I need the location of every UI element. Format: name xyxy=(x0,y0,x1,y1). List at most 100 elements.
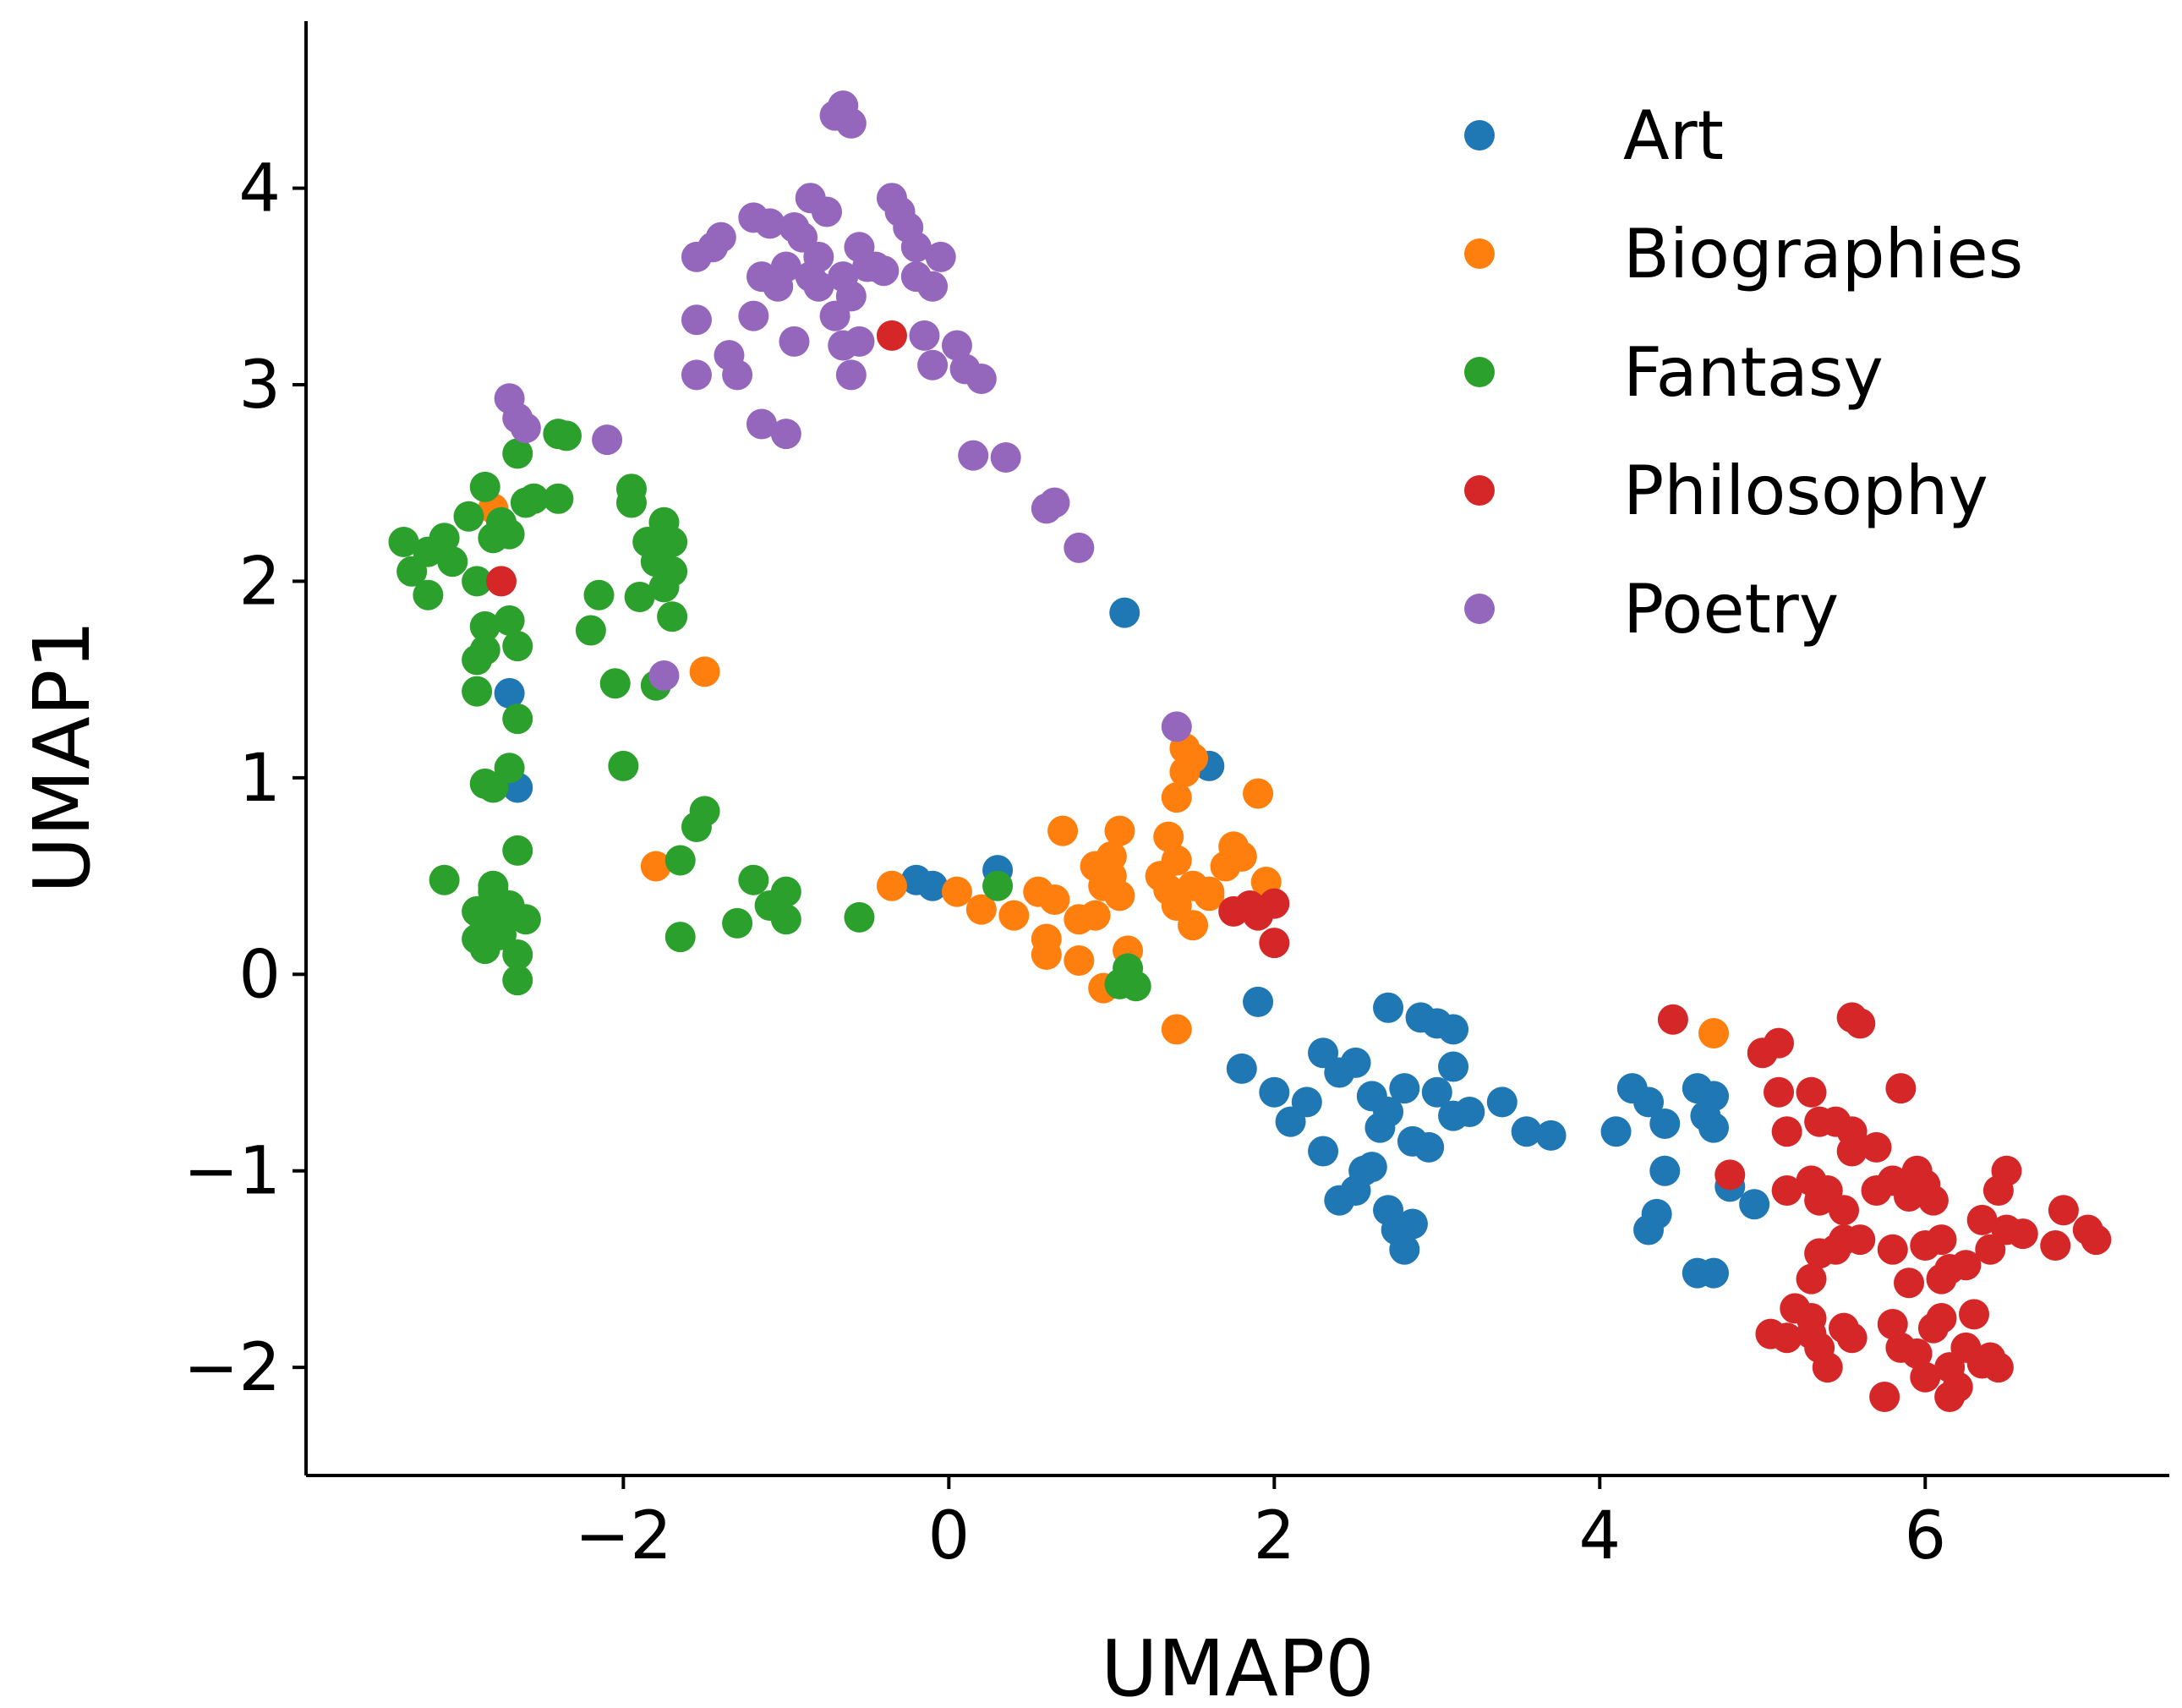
data-point xyxy=(1080,900,1111,931)
data-point xyxy=(657,526,688,557)
data-point xyxy=(510,904,541,935)
data-point xyxy=(1755,1318,1786,1349)
data-point xyxy=(1397,1208,1428,1240)
data-point xyxy=(1991,1155,2022,1186)
data-point xyxy=(900,261,932,293)
x-tick-label: 2 xyxy=(1253,1498,1295,1574)
data-point xyxy=(1031,939,1062,971)
data-point xyxy=(1917,1185,1949,1216)
y-tick-label: 4 xyxy=(238,151,281,227)
data-point xyxy=(738,864,769,895)
data-point xyxy=(453,501,484,532)
x-tick-label: −2 xyxy=(575,1498,672,1574)
data-point xyxy=(1259,928,1290,959)
legend-item-poetry: Poetry xyxy=(1464,570,1839,649)
data-point xyxy=(608,750,639,781)
legend-label: Philosophy xyxy=(1623,452,1988,530)
data-point xyxy=(1226,1053,1257,1084)
data-point xyxy=(2048,1195,2079,1226)
data-point xyxy=(876,320,907,351)
data-point xyxy=(462,566,493,597)
y-axis: −2 −1 0 1 2 3 4 xyxy=(183,21,308,1475)
data-point xyxy=(1324,1185,1355,1216)
data-point xyxy=(835,359,867,391)
series-art xyxy=(494,597,1770,1289)
data-point xyxy=(1243,986,1274,1017)
data-point xyxy=(1259,888,1290,919)
data-point xyxy=(917,349,949,380)
data-point xyxy=(502,703,533,735)
y-tick-label: 0 xyxy=(238,937,281,1013)
data-point xyxy=(1959,1299,1990,1330)
data-point xyxy=(770,419,801,450)
data-point xyxy=(648,572,680,603)
data-point xyxy=(1950,1250,1982,1281)
data-point xyxy=(437,546,468,578)
data-point xyxy=(1633,1214,1665,1245)
data-point xyxy=(1764,1027,1795,1059)
data-point xyxy=(1739,1189,1770,1220)
data-point xyxy=(819,300,850,331)
data-point xyxy=(681,811,712,842)
data-point xyxy=(599,668,631,699)
data-point xyxy=(510,413,541,444)
data-point xyxy=(485,566,517,597)
data-point xyxy=(1308,1136,1339,1167)
data-point xyxy=(664,922,696,953)
data-point xyxy=(746,261,777,293)
data-point xyxy=(1109,597,1140,628)
data-point xyxy=(681,304,712,336)
data-point xyxy=(1104,968,1135,999)
data-point xyxy=(1845,1008,1876,1039)
data-point xyxy=(1414,1131,1445,1163)
data-point xyxy=(1796,1263,1827,1295)
data-point xyxy=(1894,1267,1925,1299)
y-tick-label: 1 xyxy=(238,741,281,817)
legend-marker xyxy=(1464,475,1495,506)
y-tick-label: 3 xyxy=(238,348,281,424)
data-point xyxy=(1047,815,1079,846)
series-biographies xyxy=(478,493,1730,1049)
data-point xyxy=(2040,1230,2071,1262)
x-tick-label: 6 xyxy=(1904,1498,1946,1574)
legend-marker xyxy=(1464,238,1495,269)
data-point xyxy=(1910,1230,1941,1262)
data-point xyxy=(1633,1087,1665,1118)
data-point xyxy=(1153,821,1184,852)
data-point xyxy=(592,424,623,456)
data-point xyxy=(624,582,655,613)
legend-marker xyxy=(1464,357,1495,387)
data-point xyxy=(502,835,533,866)
data-point xyxy=(1194,880,1225,911)
data-point xyxy=(876,870,907,901)
series-philosophy xyxy=(485,320,2112,1413)
legend-label: Poetry xyxy=(1623,570,1839,649)
data-point xyxy=(648,660,680,691)
data-point xyxy=(754,208,785,239)
data-point xyxy=(835,107,867,139)
y-axis-label: UMAP1 xyxy=(17,620,107,894)
y-tick-label: −1 xyxy=(183,1134,281,1210)
data-point xyxy=(494,518,525,550)
data-point xyxy=(543,483,574,514)
data-point xyxy=(1771,1174,1802,1206)
data-point xyxy=(1259,1076,1290,1108)
data-point xyxy=(550,420,582,452)
data-point xyxy=(1454,1097,1485,1127)
legend-item-philosophy: Philosophy xyxy=(1464,452,1988,530)
data-point xyxy=(722,359,753,391)
data-point xyxy=(1698,1257,1730,1289)
data-point xyxy=(478,772,509,803)
data-point xyxy=(1885,1073,1917,1104)
data-point xyxy=(615,487,647,518)
data-point xyxy=(1982,1352,2014,1383)
data-point xyxy=(494,677,525,709)
data-point xyxy=(1649,1108,1681,1139)
data-point xyxy=(705,222,736,253)
data-point xyxy=(429,864,460,895)
data-point xyxy=(1869,1382,1900,1413)
legend-label: Art xyxy=(1623,96,1724,175)
data-point xyxy=(998,900,1030,931)
data-point xyxy=(2007,1218,2038,1250)
